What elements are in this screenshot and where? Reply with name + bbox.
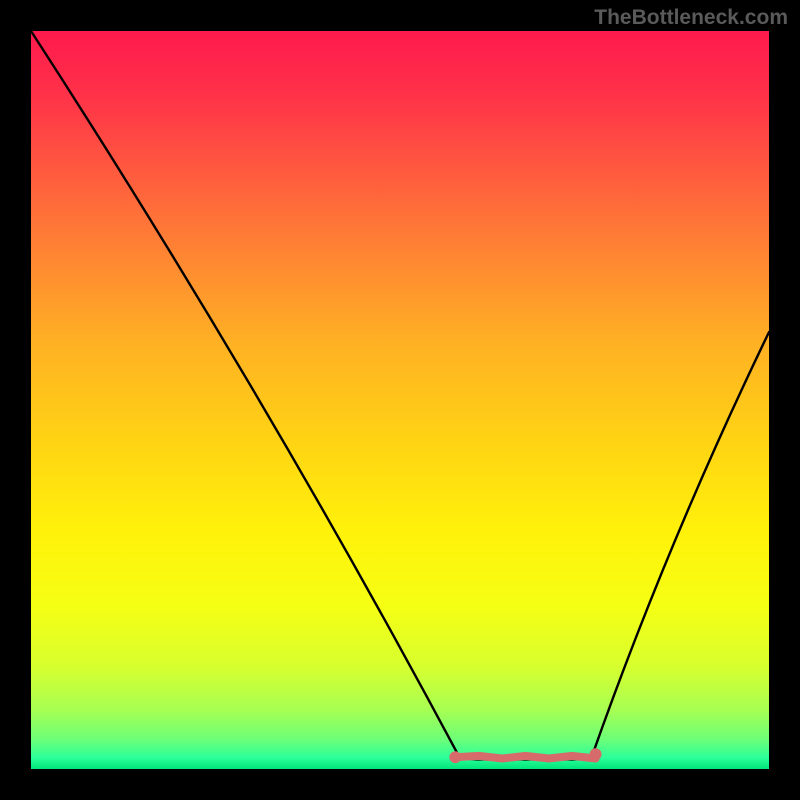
watermark-text: TheBottleneck.com (594, 6, 788, 30)
chart-plot-background (31, 31, 769, 769)
bottleneck-chart: TheBottleneck.com (0, 0, 800, 800)
chart-canvas (0, 0, 800, 800)
